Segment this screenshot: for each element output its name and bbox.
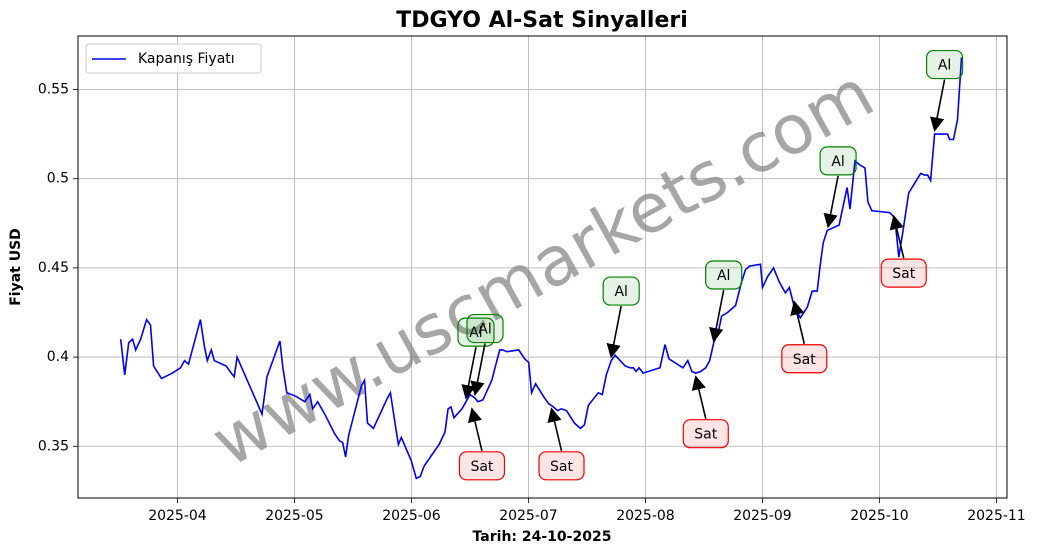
y-tick-label: 0.45: [38, 260, 69, 276]
annotation-label: Sat: [694, 427, 717, 443]
x-tick-label: 2025-06: [382, 508, 441, 524]
x-tick-label: 2025-04: [148, 508, 207, 524]
annotation-box: [602, 276, 640, 306]
annotation-label: Sat: [550, 459, 573, 475]
annotation-box: [705, 260, 743, 290]
annotation-arrow: [889, 214, 905, 259]
annotation-arrow: [547, 407, 563, 451]
annotation-label: Sat: [470, 459, 493, 475]
plot-frame: [77, 35, 1008, 499]
legend-box: [85, 43, 262, 74]
x-axis-label: Tarih: 24-10-2025: [473, 529, 612, 545]
price-line: [119, 57, 963, 480]
annotation-arrow: [691, 375, 707, 419]
annotation-box: [880, 258, 927, 288]
annotation-label: Sat: [793, 352, 816, 368]
y-tick-label: 0.5: [47, 171, 69, 187]
legend: Kapanış Fiyatı: [85, 43, 262, 74]
annotation-arrow: [790, 300, 806, 344]
x-tick-label: 2025-10: [850, 508, 909, 524]
annotation-label: Sat: [892, 266, 915, 282]
annotation-arrow: [606, 305, 622, 359]
x-tick-label: 2025-09: [733, 508, 792, 524]
annotation-arrow: [461, 346, 477, 400]
annotation-box: [682, 419, 729, 449]
chart-title: TDGYO Al-Sat Sinyalleri: [396, 8, 688, 33]
annotation-label: Al: [478, 322, 491, 338]
annotation-arrow: [930, 79, 946, 132]
watermark: www.uscmarkets.com: [200, 54, 887, 483]
y-tick-label: 0.55: [38, 82, 69, 98]
annotation-arrow: [709, 289, 725, 343]
annotation-box: [781, 344, 828, 374]
annotation-box: [458, 451, 506, 481]
annotation-box: [466, 313, 504, 344]
y-tick-label: 0.4: [47, 349, 69, 365]
y-axis-label: Fiyat USD: [8, 228, 24, 306]
annotation-arrow: [467, 407, 483, 451]
annotation-label: Al: [614, 284, 627, 300]
x-tick-label: 2025-08: [616, 508, 675, 524]
x-tick-label: 2025-11: [967, 508, 1026, 524]
annotation-box: [925, 49, 964, 80]
annotation-label: Al: [938, 58, 951, 74]
x-tick-label: 2025-05: [265, 508, 324, 524]
legend-label: Kapanış Fiyatı: [138, 51, 235, 67]
annotation-box: [819, 146, 857, 176]
x-tick-label: 2025-07: [499, 508, 558, 524]
annotation-box: [538, 451, 585, 481]
y-tick-label: 0.35: [38, 438, 69, 454]
annotation-label: Al: [717, 268, 730, 284]
annotation-label: Al: [469, 325, 482, 341]
annotation-label: Al: [831, 154, 844, 170]
annotation-arrow: [823, 175, 839, 229]
annotation-arrow: [470, 343, 486, 396]
